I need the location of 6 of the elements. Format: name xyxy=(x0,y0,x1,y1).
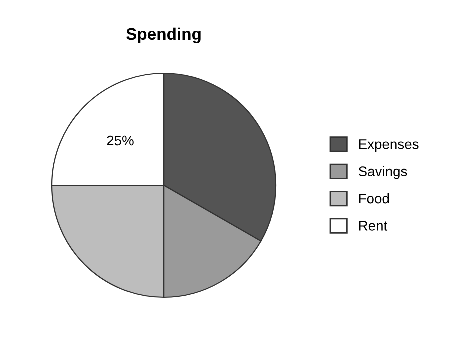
legend-label: Rent xyxy=(359,221,388,231)
legend-label: Savings xyxy=(358,166,408,180)
legend-label: Expenses xyxy=(359,140,419,152)
legend-label: Food xyxy=(359,193,390,204)
chart-title: Spending xyxy=(126,28,201,44)
data-label: 25% xyxy=(107,136,134,146)
